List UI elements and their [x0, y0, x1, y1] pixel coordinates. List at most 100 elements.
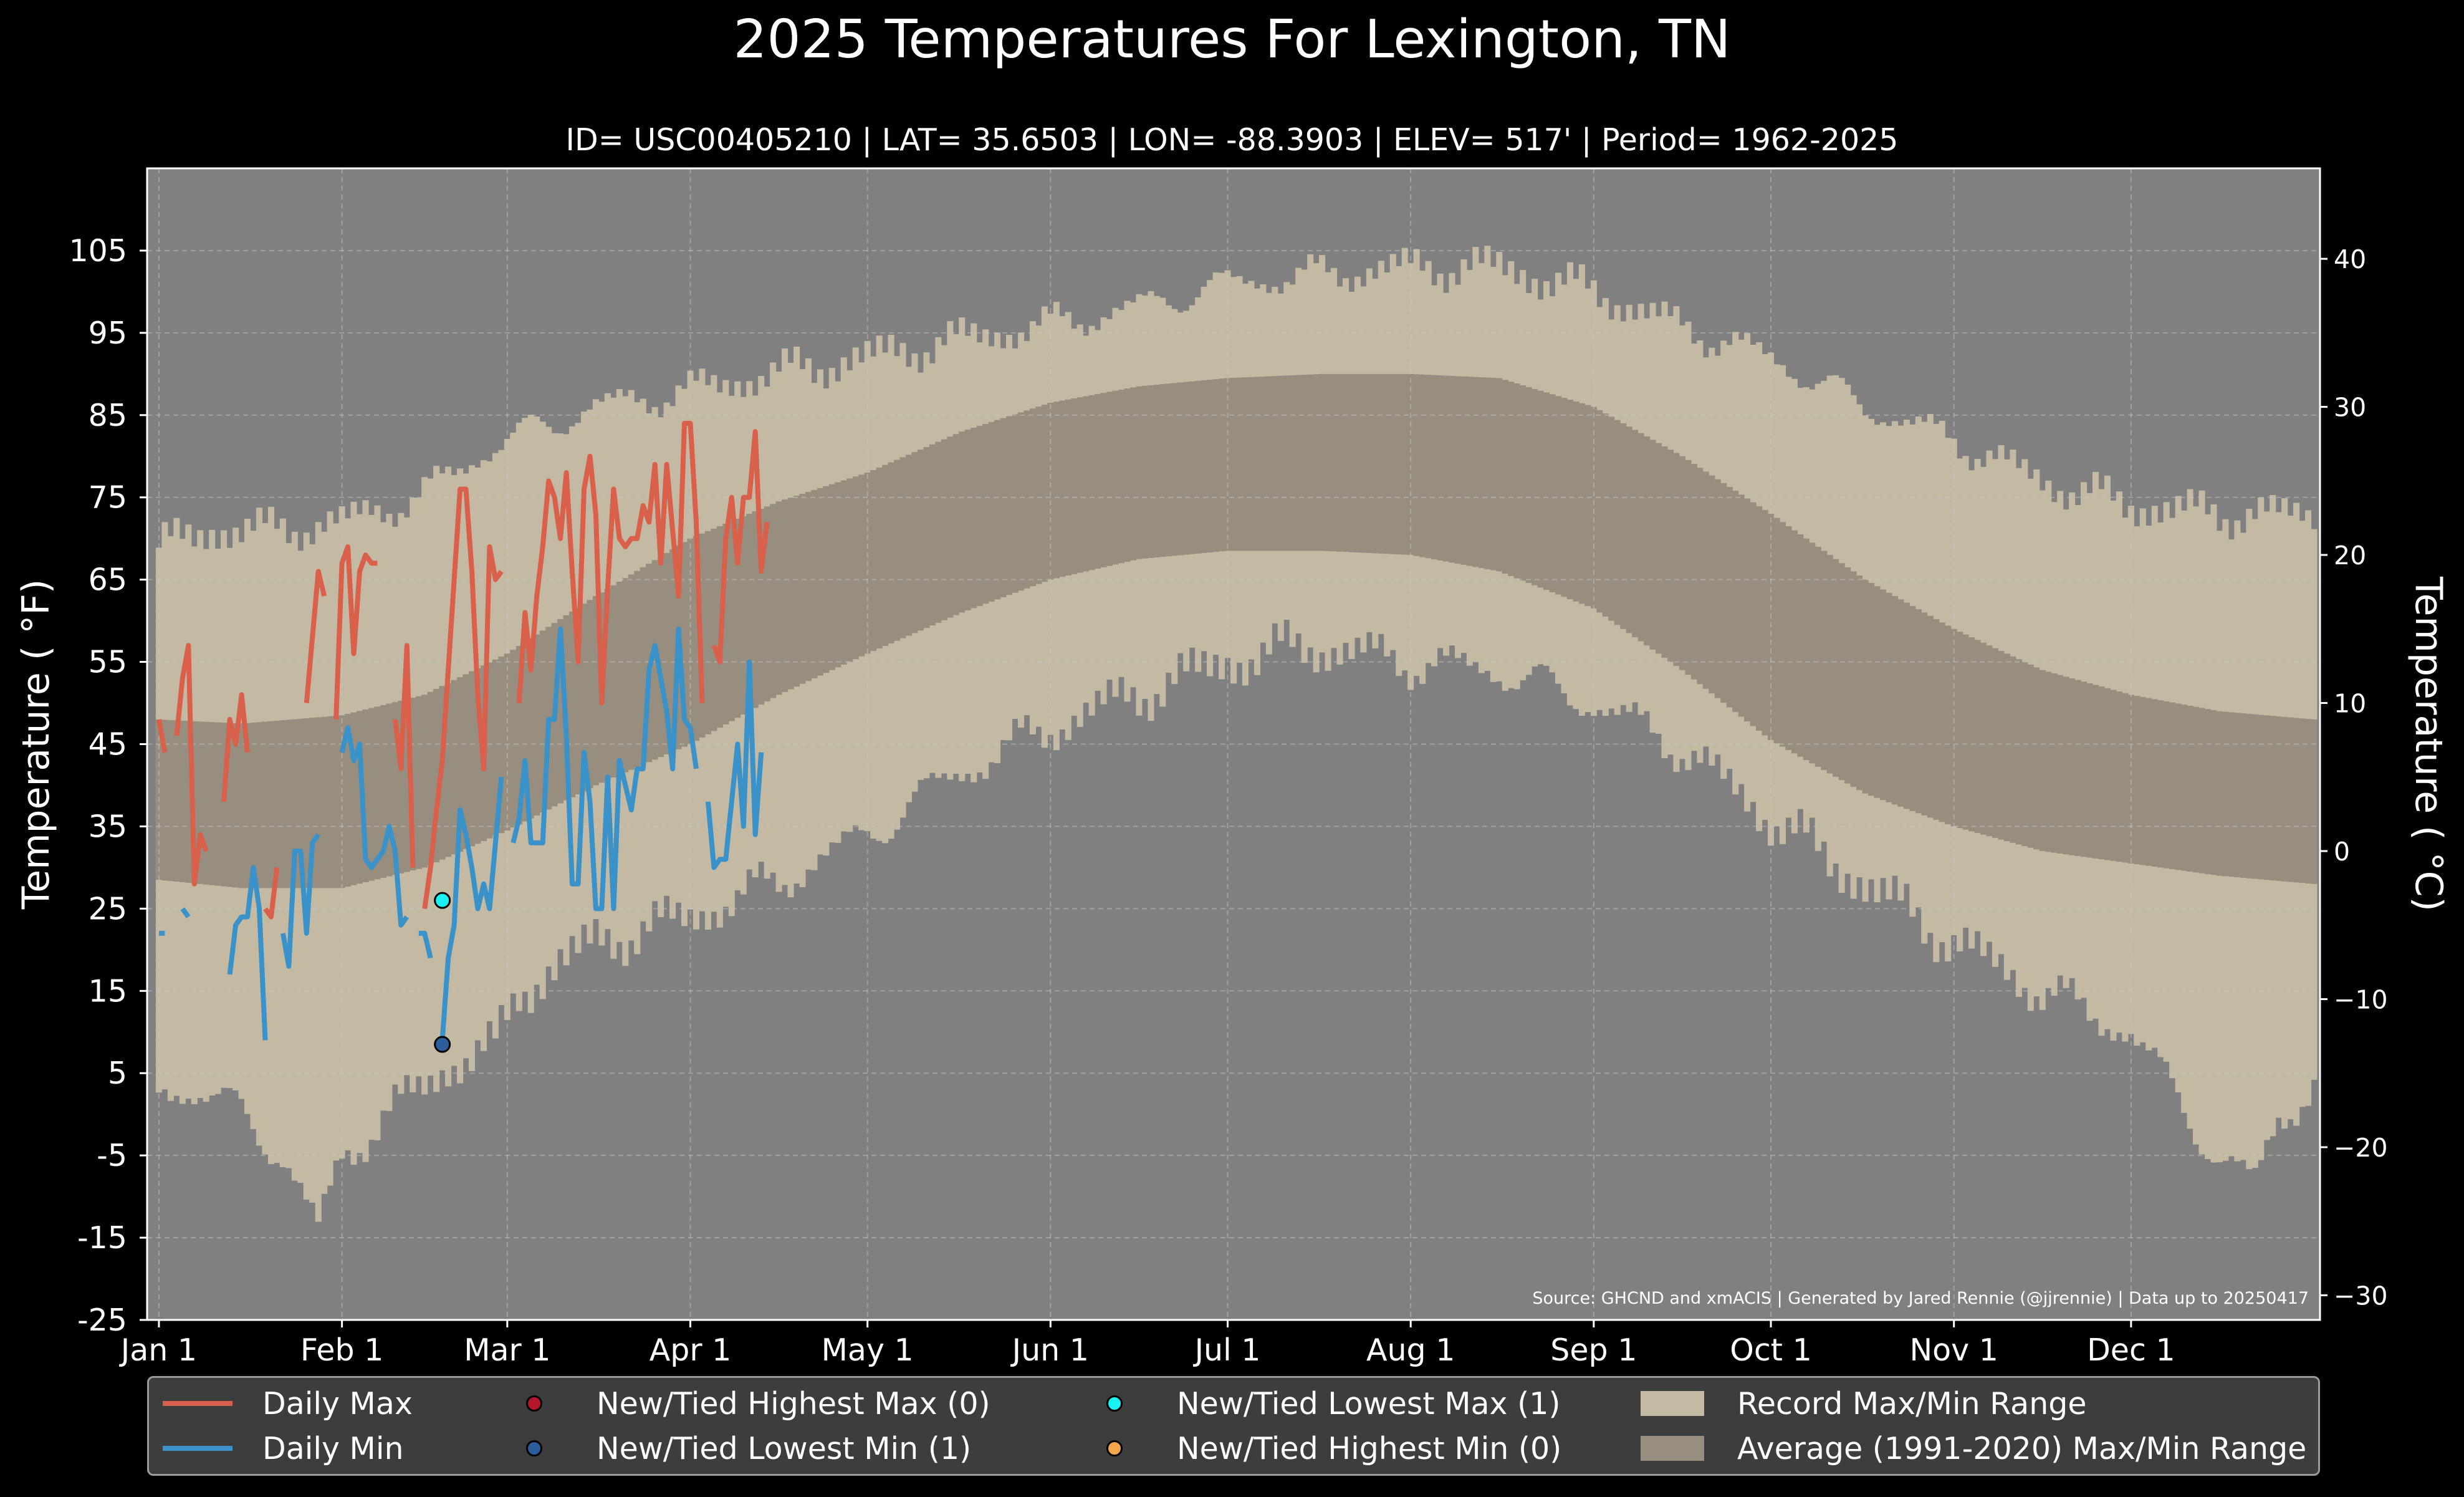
y2-tick-label: 30	[2334, 393, 2366, 423]
normal-range-bar	[1129, 387, 1136, 561]
normal-range-bar	[267, 721, 274, 888]
normal-range-bar	[2216, 711, 2223, 876]
legend-item-record-range: Record Max/Min Range	[1637, 1382, 2087, 1425]
normal-range-bar	[864, 473, 871, 654]
normal-range-bar	[362, 709, 369, 882]
normal-range-bar	[1171, 383, 1178, 556]
normal-range-bar	[2222, 711, 2229, 877]
normal-range-bar	[1502, 380, 1508, 574]
normal-range-bar	[321, 716, 328, 888]
normal-range-bar	[1555, 396, 1562, 595]
normal-range-bar	[2098, 686, 2105, 860]
normal-range-bar	[587, 600, 593, 789]
normal-range-bar	[1100, 393, 1107, 567]
normal-range-bar	[1195, 380, 1202, 554]
normal-range-bar	[1578, 403, 1585, 604]
normal-range-bar	[1903, 602, 1910, 809]
normal-range-bar	[1071, 398, 1078, 574]
normal-range-bar	[1566, 400, 1573, 599]
legend-item-new-highest-min: New/Tied Highest Min (0)	[1080, 1427, 1561, 1470]
plot-area	[147, 168, 2320, 1321]
normal-range-bar	[1879, 589, 1887, 801]
normal-range-bar	[1974, 640, 1981, 833]
new-lowest-min-marker	[434, 1036, 451, 1053]
normal-range-bar	[1644, 436, 1651, 646]
normal-range-bar	[155, 719, 162, 880]
normal-range-bar	[764, 506, 770, 701]
normal-range-bar	[2287, 717, 2294, 882]
normal-range-bar	[758, 509, 765, 705]
normal-range-bar	[770, 504, 777, 698]
normal-range-bar	[1614, 420, 1621, 625]
y-tick-label: 15	[89, 973, 127, 1009]
x-tick-label: Feb 1	[300, 1332, 384, 1368]
normal-range-bar	[1632, 430, 1639, 637]
normal-range-bar	[427, 691, 434, 865]
normal-range-bar	[1336, 373, 1343, 552]
normal-range-bar	[1035, 407, 1042, 584]
x-tick-label: Mar 1	[464, 1332, 550, 1368]
normal-range-bar	[1573, 401, 1580, 602]
normal-range-bar	[604, 589, 611, 781]
normal-range-bar	[752, 511, 759, 708]
normal-range-bar	[2163, 701, 2170, 869]
normal-range-bar	[746, 514, 753, 711]
normal-range-bar	[663, 552, 670, 754]
normal-range-bar	[622, 578, 629, 773]
normal-range-bar	[722, 523, 729, 724]
normal-range-bar	[1319, 373, 1326, 551]
normal-range-bar	[964, 430, 971, 610]
normal-range-bar	[1165, 383, 1172, 557]
normal-range-bar	[1153, 384, 1160, 558]
normal-range-bar	[728, 521, 735, 721]
normal-range-bar	[221, 723, 228, 887]
normal-range-bar	[616, 581, 623, 775]
normal-range-bar	[775, 501, 782, 695]
normal-range-bar	[1112, 390, 1119, 565]
normal-range-bar	[2033, 667, 2040, 850]
normal-range-bar	[1821, 551, 1828, 771]
normal-range-bar	[457, 677, 464, 852]
normal-range-bar	[840, 480, 847, 665]
normal-range-bar	[935, 441, 942, 623]
normal-range-bar	[2110, 690, 2117, 861]
y-tick-label: 55	[89, 645, 127, 680]
normal-range-bar	[669, 549, 676, 752]
normal-range-bar	[2275, 716, 2282, 881]
normal-range-bar	[1950, 628, 1957, 827]
y-tick-label: -25	[77, 1302, 127, 1338]
normal-range-bar	[2092, 685, 2099, 859]
normal-range-bar	[1177, 382, 1184, 556]
legend-label: Daily Max	[262, 1385, 413, 1422]
normal-range-bar	[315, 717, 322, 888]
normal-range-bar	[899, 457, 906, 638]
normal-range-bar	[628, 574, 635, 770]
normal-range-bar	[1325, 373, 1331, 551]
axes: 105 95 85 75 65 55 45 35 25 15 5 -5 -15 -25 40 30 20 10 0 −…	[14, 167, 2450, 1368]
normal-range-bar	[492, 659, 499, 836]
normal-range-bar	[297, 718, 304, 888]
normal-range-bar	[2104, 688, 2111, 860]
normal-range-bar	[1921, 612, 1928, 816]
normal-range-bar	[527, 638, 534, 819]
legend-item-new-lowest-max: New/Tied Lowest Max (1)	[1080, 1382, 1561, 1425]
normal-range-bar	[2151, 699, 2158, 867]
new-lowest-max-marker-icon	[1106, 1395, 1123, 1412]
normal-range-bar	[882, 465, 889, 647]
normal-range-bar	[209, 722, 216, 885]
normal-range-bar	[2258, 715, 2265, 880]
normal-range-bar	[1891, 596, 1898, 805]
normal-range-bar	[929, 444, 936, 626]
normal-range-bar	[345, 713, 352, 887]
normal-range-bar	[1525, 387, 1532, 584]
normal-range-bar	[2311, 719, 2318, 884]
normal-range-bar	[1962, 634, 1969, 830]
y2-tick-label: 0	[2334, 837, 2350, 867]
x-tick-label: Dec 1	[2087, 1332, 2175, 1368]
normal-range-bar	[905, 455, 913, 636]
normal-range-bar	[557, 619, 564, 804]
normal-range-bar	[2134, 696, 2140, 865]
normal-range-bar	[1342, 373, 1349, 552]
legend-label: New/Tied Highest Min (0)	[1177, 1430, 1562, 1466]
normal-range-bar	[1738, 494, 1745, 717]
